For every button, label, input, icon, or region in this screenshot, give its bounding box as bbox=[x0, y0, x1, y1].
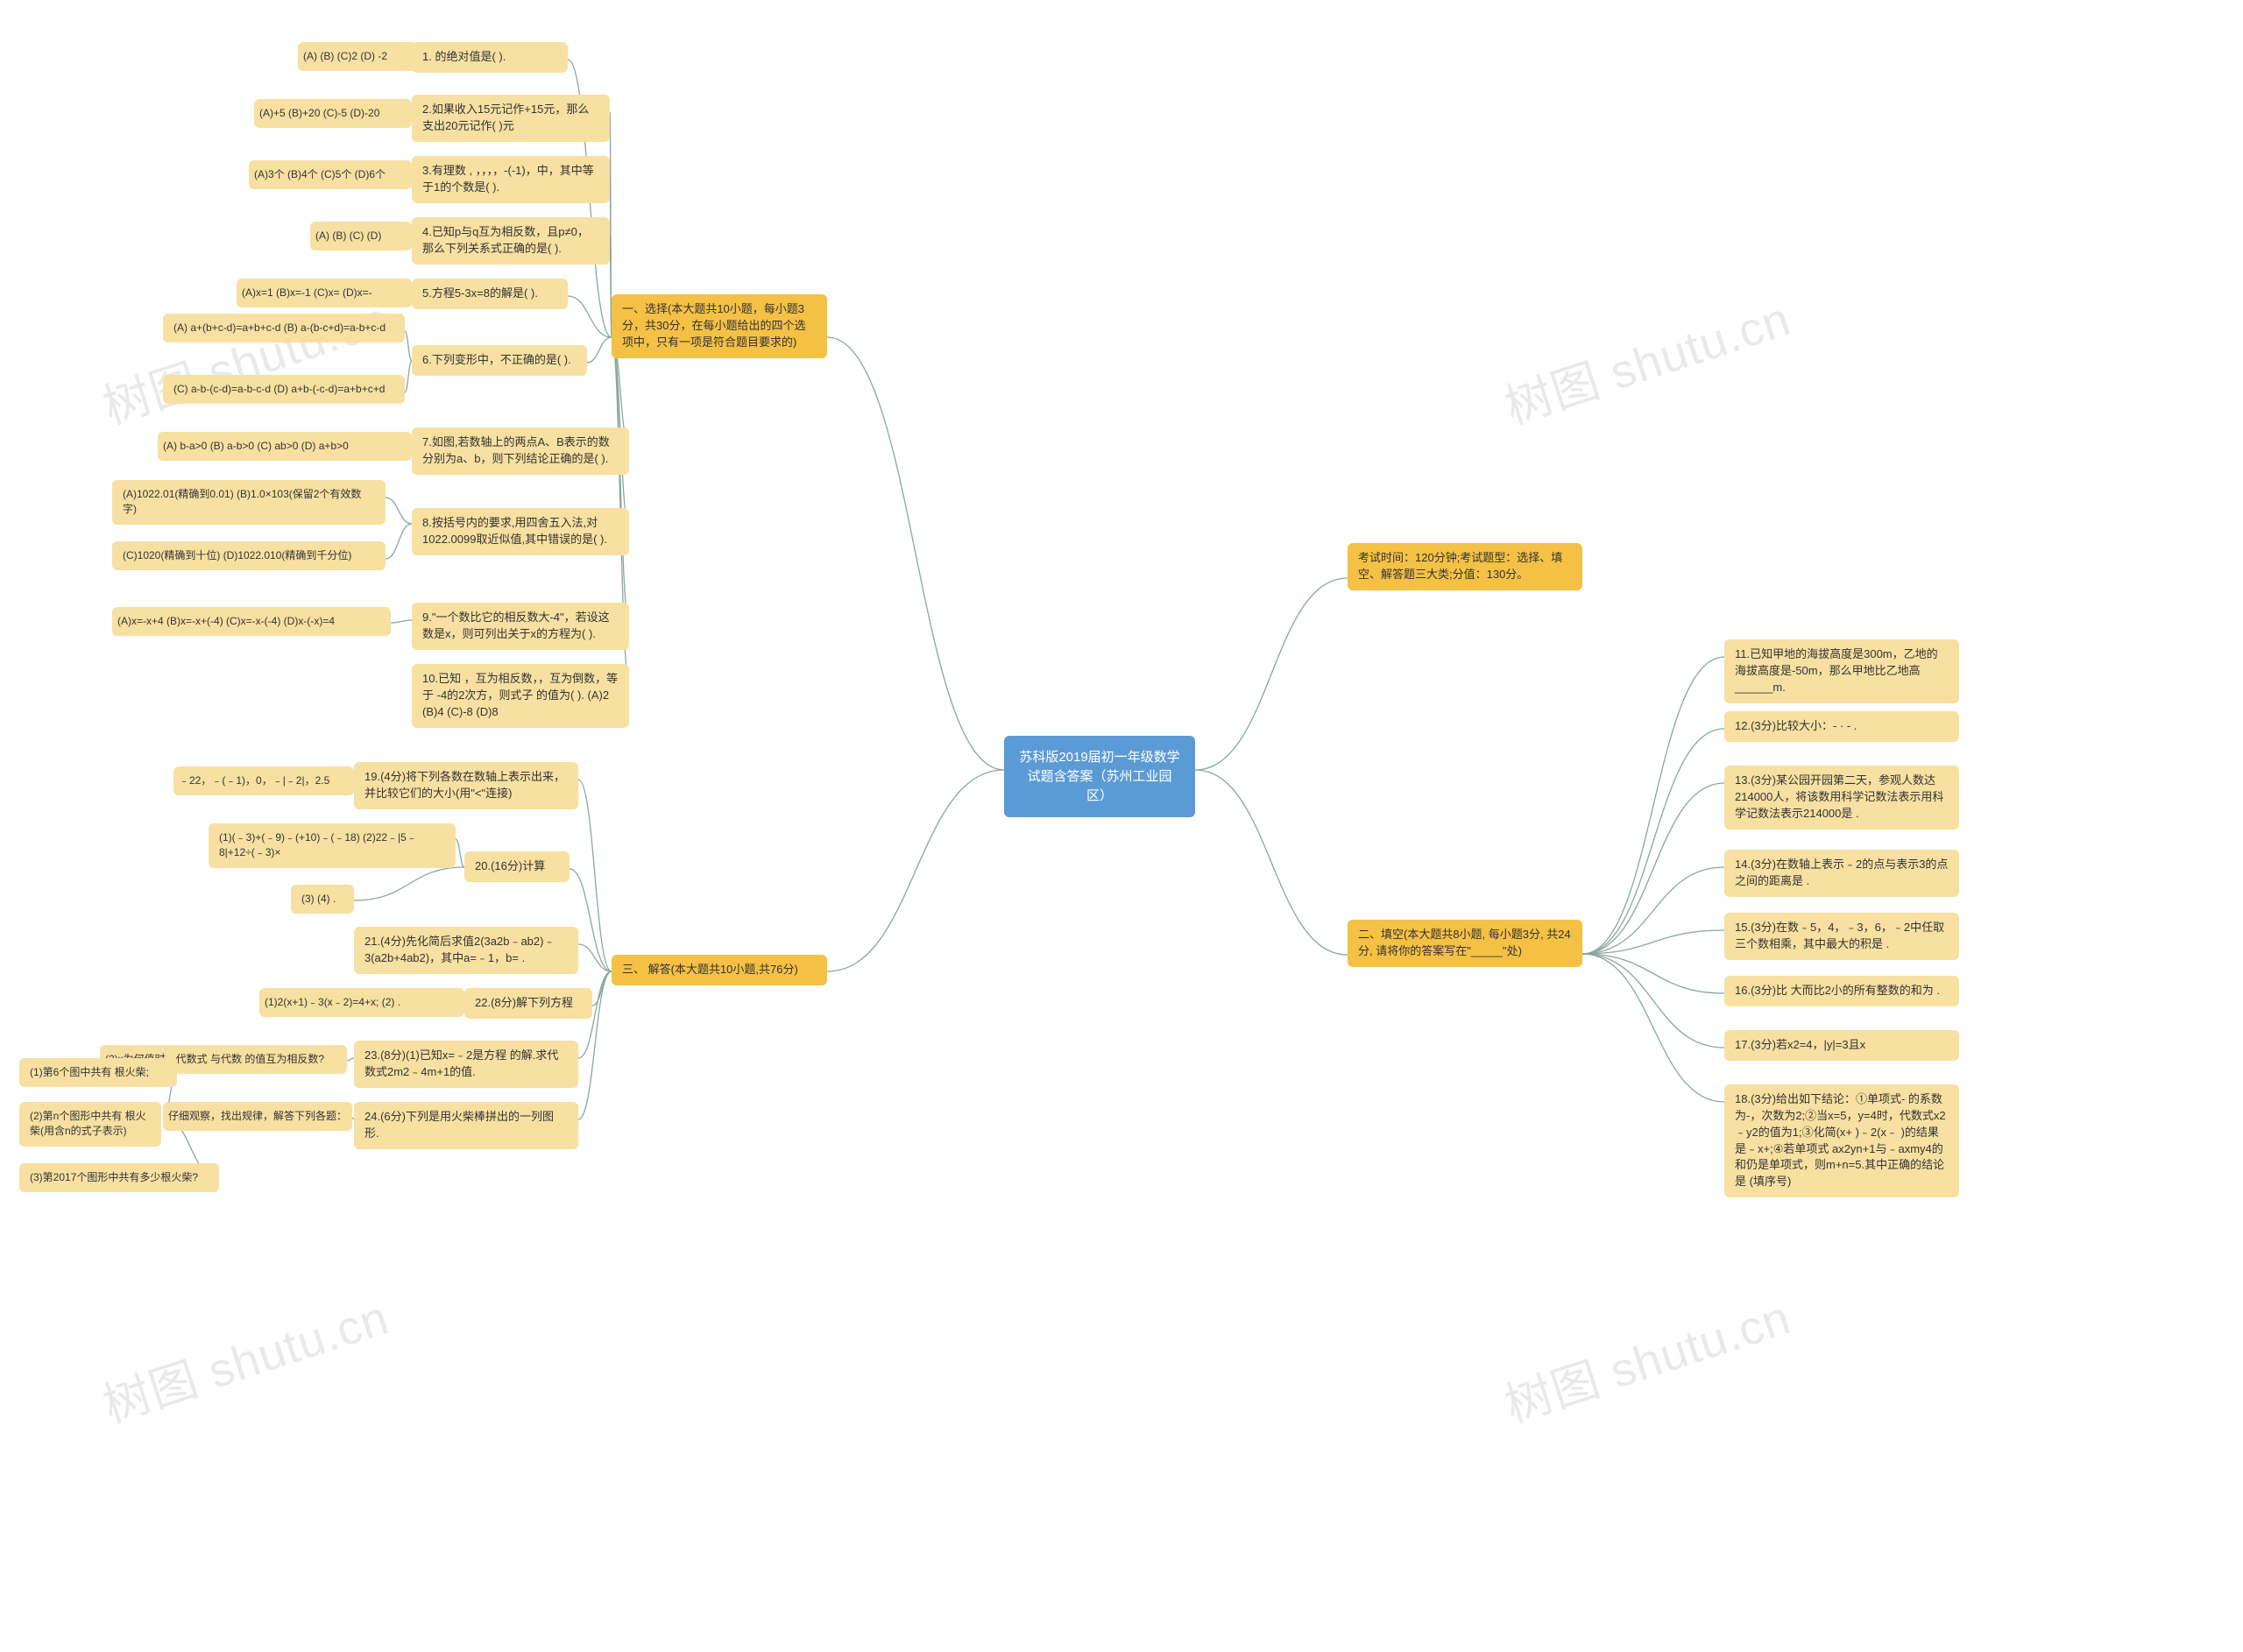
root-node: 苏科版2019届初一年级数学试题含答案（苏州工业园区） bbox=[1004, 736, 1195, 817]
leaf-q4-pre: (A) (B) (C) (D) bbox=[310, 222, 412, 251]
leaf-q6-preA: (A) a+(b+c-d)=a+b+c-d (B) a-(b-c+d)=a-b+… bbox=[163, 314, 405, 342]
watermark: 树图 shutu.cn bbox=[93, 1279, 396, 1437]
leaf-q6-preB: (C) a-b-(c-d)=a-b-c-d (D) a+b-(-c-d)=a+b… bbox=[163, 375, 405, 404]
leaf-q2: 2.如果收入15元记作+15元，那么支出20元记作( )元 bbox=[412, 95, 610, 142]
node-section1: 一、选择(本大题共10小题，每小题3分，共30分，在每小题给出的四个选项中，只有… bbox=[612, 294, 827, 358]
watermark: 树图 shutu.cn bbox=[1495, 1279, 1798, 1437]
leaf-q20-preB: (3) (4) . bbox=[291, 885, 354, 914]
leaf-q7: 7.如图,若数轴上的两点A、B表示的数分别为a、b，则下列结论正确的是( ). bbox=[412, 427, 629, 475]
leaf-q16: 16.(3分)比 大而比2小的所有整数的和为 . bbox=[1724, 976, 1959, 1006]
leaf-q19: 19.(4分)将下列各数在数轴上表示出来，并比较它们的大小(用"<"连接) bbox=[354, 762, 578, 809]
leaf-q8-preB: (C)1020(精确到十位) (D)1022.010(精确到千分位) bbox=[112, 541, 386, 570]
node-section3: 三、 解答(本大题共10小题,共76分) bbox=[612, 955, 827, 985]
leaf-q1-pre: (A) (B) (C)2 (D) -2 bbox=[298, 42, 417, 71]
leaf-q19-pre: ﹣22，﹣(﹣1)，0，﹣|﹣2|，2.5 bbox=[173, 766, 354, 795]
leaf-q5: 5.方程5-3x=8的解是( ). bbox=[412, 279, 568, 309]
leaf-q7-pre: (A) b-a>0 (B) a-b>0 (C) ab>0 (D) a+b>0 bbox=[158, 432, 412, 461]
leaf-q2-pre: (A)+5 (B)+20 (C)-5 (D)-20 bbox=[254, 99, 412, 128]
leaf-q3: 3.有理数 , ，，，，-(-1)，中，其中等于1的个数是( ). bbox=[412, 156, 610, 203]
leaf-q20: 20.(16分)计算 bbox=[464, 851, 570, 882]
leaf-q24: 24.(6分)下列是用火柴棒拼出的一列图形. bbox=[354, 1102, 578, 1149]
leaf-q24-sub2: (2)第n个图形中共有 根火柴(用含n的式子表示) bbox=[19, 1102, 161, 1147]
watermark: 树图 shutu.cn bbox=[1495, 280, 1798, 438]
leaf-q13: 13.(3分)某公园开园第二天，参观人数达214000人，将该数用科学记数法表示… bbox=[1724, 766, 1959, 830]
node-section2: 二、填空(本大题共8小题, 每小题3分, 共24分, 请将你的答案写在"____… bbox=[1348, 920, 1582, 967]
leaf-q10: 10.已知 ，互为相反数，，互为倒数，等于 -4的2次方，则式子 的值为( ).… bbox=[412, 664, 629, 728]
leaf-q1: 1. 的绝对值是( ). bbox=[412, 42, 568, 73]
leaf-q11: 11.已知甲地的海拔高度是300m，乙地的海拔高度是-50m，那么甲地比乙地高_… bbox=[1724, 639, 1959, 703]
node-info: 考试时间：120分钟;考试题型：选择、填空、解答题三大类;分值：130分。 bbox=[1348, 543, 1582, 590]
leaf-q22-pre: (1)2(x+1)﹣3(x﹣2)=4+x; (2) . bbox=[259, 988, 464, 1017]
leaf-q9-pre: (A)x=-x+4 (B)x=-x+(-4) (C)x=-x-(-4) (D)x… bbox=[112, 607, 391, 636]
leaf-q4: 4.已知p与q互为相反数，且p≠0，那么下列关系式正确的是( ). bbox=[412, 217, 610, 265]
leaf-q6: 6.下列变形中，不正确的是( ). bbox=[412, 345, 587, 376]
leaf-q12: 12.(3分)比较大小：- · - . bbox=[1724, 711, 1959, 742]
leaf-q9: 9."一个数比它的相反数大-4"，若设这数是x，则可列出关于x的方程为( ). bbox=[412, 603, 629, 650]
leaf-q20-preA: (1)(﹣3)+(﹣9)﹣(+10)﹣(﹣18) (2)22﹣|5﹣8|+12÷… bbox=[209, 823, 456, 868]
leaf-q3-pre: (A)3个 (B)4个 (C)5个 (D)6个 bbox=[249, 160, 412, 189]
leaf-q24-sub3: (3)第2017个图形中共有多少根火柴? bbox=[19, 1163, 219, 1192]
leaf-q24-sub1: (1)第6个图中共有 根火柴; bbox=[19, 1058, 177, 1087]
leaf-q17: 17.(3分)若x2=4，|y|=3且x bbox=[1724, 1030, 1959, 1061]
leaf-q5-pre: (A)x=1 (B)x=-1 (C)x= (D)x=- bbox=[237, 279, 412, 307]
leaf-q22: 22.(8分)解下列方程 bbox=[464, 988, 592, 1019]
leaf-q14: 14.(3分)在数轴上表示﹣2的点与表示3的点之间的距离是 . bbox=[1724, 850, 1959, 897]
leaf-q8: 8.按括号内的要求,用四舍五入法,对1022.0099取近似值,其中错误的是( … bbox=[412, 508, 629, 555]
leaf-q8-preA: (A)1022.01(精确到0.01) (B)1.0×103(保留2个有效数字) bbox=[112, 480, 386, 525]
leaf-q15: 15.(3分)在数﹣5，4，﹣3，6，﹣2中任取三个数相乘，其中最大的积是 . bbox=[1724, 913, 1959, 960]
leaf-q18: 18.(3分)给出如下结论：①单项式- 的系数为-，次数为2;②当x=5，y=4… bbox=[1724, 1084, 1959, 1197]
leaf-q24-pre: 仔细观察，找出规律，解答下列各题： bbox=[163, 1102, 352, 1131]
leaf-q23: 23.(8分)(1)已知x=﹣2是方程 的解.求代数式2m2﹣4m+1的值. bbox=[354, 1041, 578, 1088]
leaf-q21: 21.(4分)先化简后求值2(3a2b﹣ab2)﹣3(a2b+4ab2)，其中a… bbox=[354, 927, 578, 974]
